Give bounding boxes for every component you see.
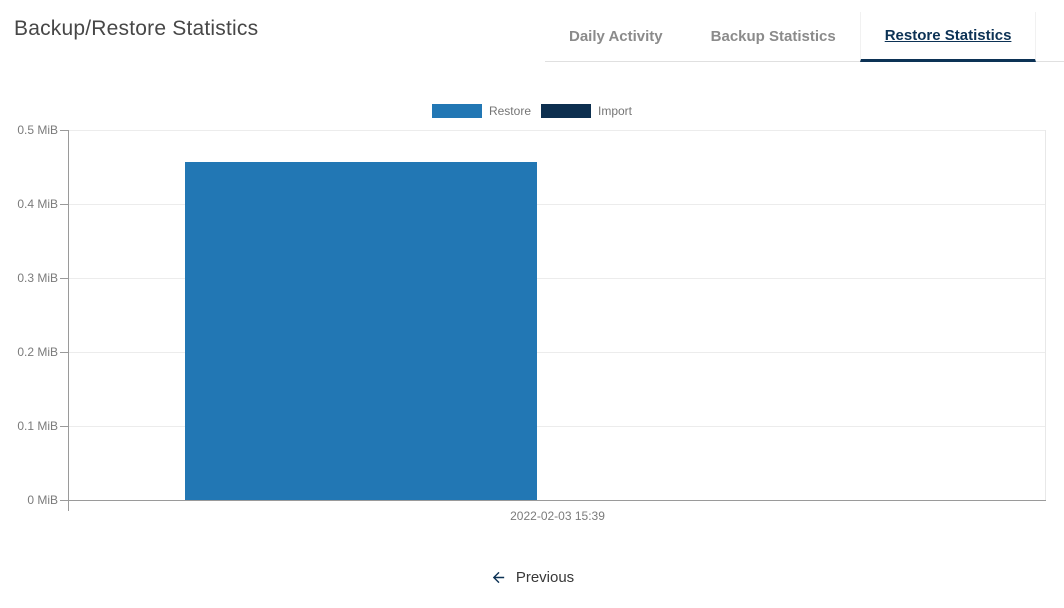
x-axis-line bbox=[68, 500, 1046, 501]
tab-bar: Daily Activity Backup Statistics Restore… bbox=[545, 12, 1064, 62]
y-axis-tick-label: 0.3 MiB bbox=[17, 271, 58, 285]
gridline bbox=[69, 426, 1046, 427]
x-axis-category-label: 2022-02-03 15:39 bbox=[510, 509, 605, 523]
y-axis-tick bbox=[60, 426, 68, 427]
y-axis-tick-label: 0.1 MiB bbox=[17, 419, 58, 433]
arrow-left-icon bbox=[490, 569, 507, 586]
legend-label-restore: Restore bbox=[488, 104, 531, 118]
gridline bbox=[69, 204, 1046, 205]
tab-backup-statistics[interactable]: Backup Statistics bbox=[687, 12, 860, 61]
tab-restore-statistics[interactable]: Restore Statistics bbox=[859, 12, 1037, 62]
restore-statistics-chart bbox=[69, 130, 1046, 500]
legend-swatch-import bbox=[541, 104, 591, 118]
gridline bbox=[69, 130, 1046, 131]
y-axis-tick bbox=[60, 278, 68, 279]
bar-restore bbox=[185, 162, 537, 500]
y-axis-tick bbox=[60, 130, 68, 131]
tab-backup-statistics-label: Backup Statistics bbox=[710, 28, 836, 45]
legend-item-restore[interactable]: Restore bbox=[431, 104, 531, 118]
tab-daily-activity[interactable]: Daily Activity bbox=[545, 12, 687, 61]
chart-legend: Restore Import bbox=[0, 104, 1064, 118]
previous-button-label: Previous bbox=[515, 569, 575, 586]
y-axis-tick-label: 0.5 MiB bbox=[17, 123, 58, 137]
page-title: Backup/Restore Statistics bbox=[14, 17, 259, 40]
y-axis-tick-label: 0 MiB bbox=[27, 493, 58, 507]
plot-right-border bbox=[1045, 130, 1046, 500]
y-axis-tick bbox=[60, 352, 68, 353]
y-axis-tick-label: 0.4 MiB bbox=[17, 197, 58, 211]
gridline bbox=[69, 278, 1046, 279]
legend-item-import[interactable]: Import bbox=[541, 104, 632, 118]
tab-daily-activity-label: Daily Activity bbox=[569, 28, 663, 45]
legend-swatch-restore bbox=[431, 104, 482, 118]
y-axis-tick bbox=[60, 500, 68, 501]
legend-label-import: Import bbox=[598, 104, 633, 118]
gridline bbox=[69, 352, 1046, 353]
y-axis-tick bbox=[60, 204, 68, 205]
previous-button[interactable]: Previous bbox=[0, 569, 1064, 586]
y-axis-tick-label: 0.2 MiB bbox=[17, 345, 58, 359]
y-axis-line bbox=[68, 130, 69, 511]
tab-restore-statistics-label: Restore Statistics bbox=[884, 27, 1012, 44]
